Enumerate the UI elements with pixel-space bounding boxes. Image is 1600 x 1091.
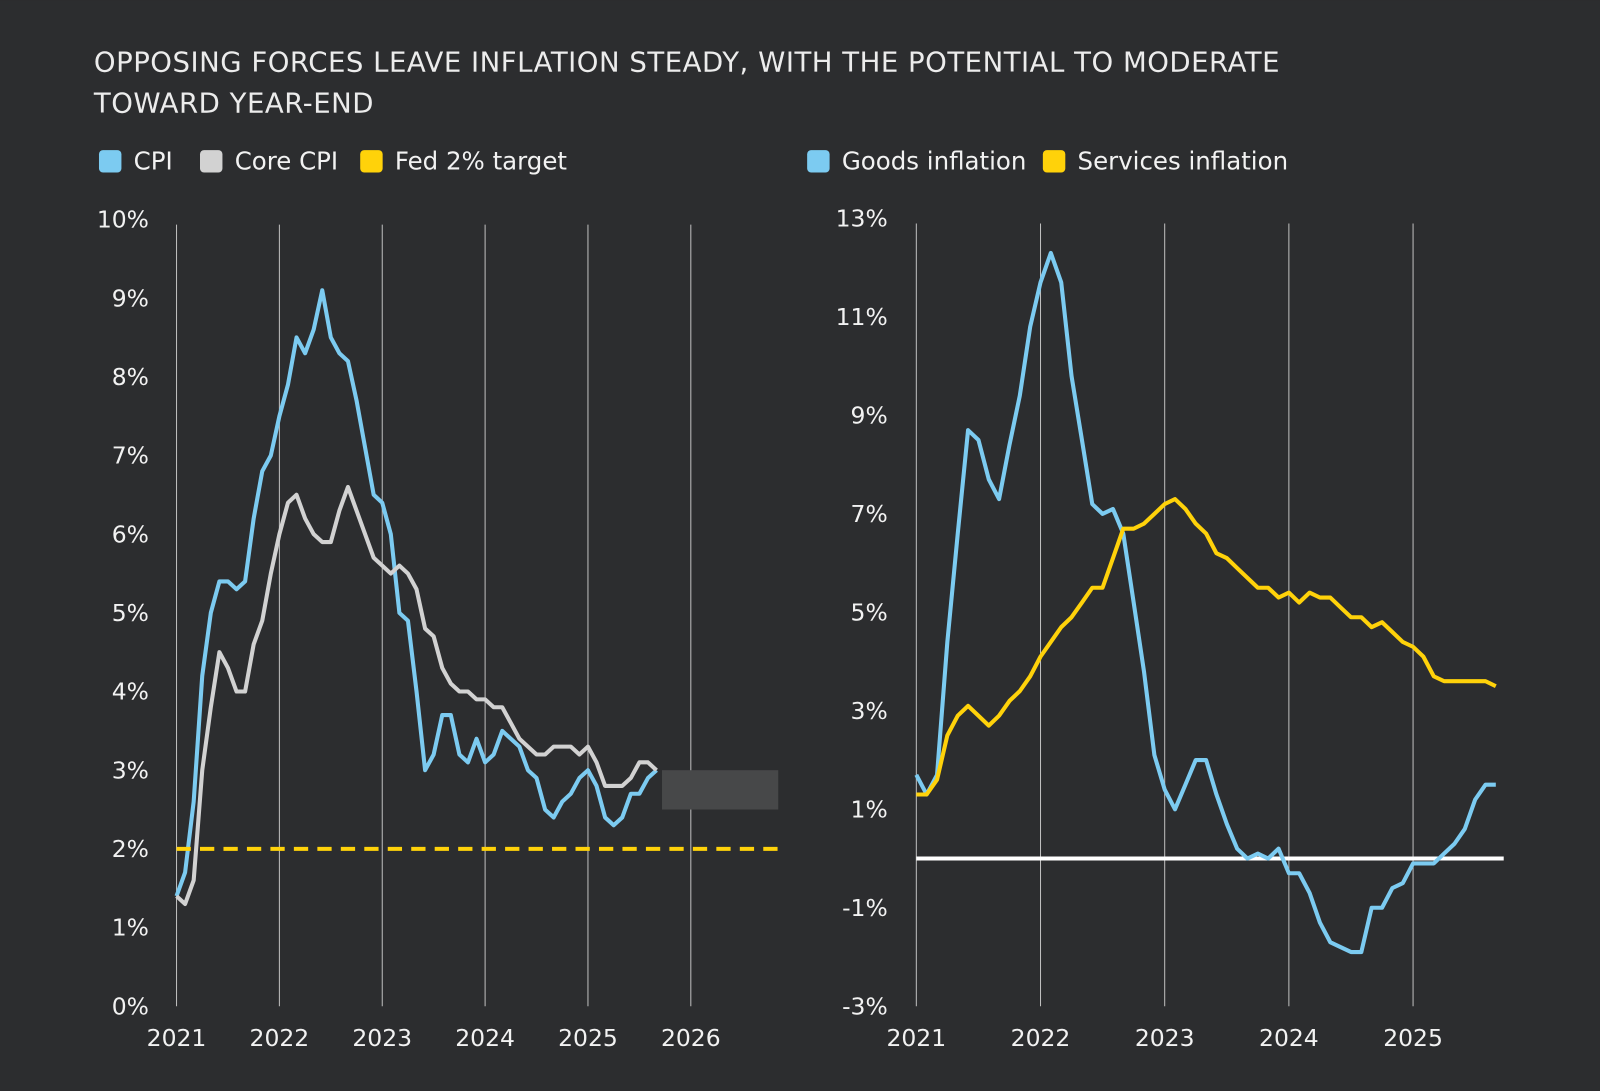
x-tick-label: 2026	[661, 1024, 721, 1052]
series-line-core-cpi	[175, 484, 658, 907]
y-tick-label: 11%	[836, 303, 888, 331]
legend-swatch-services	[1042, 150, 1066, 173]
forecast-shaded-band	[662, 770, 779, 810]
x-tick-label: 2024	[455, 1024, 515, 1052]
x-tick-label: 2025	[558, 1024, 618, 1052]
y-tick-label: 9%	[112, 284, 149, 312]
left-legend: CPI Core CPI Fed 2% target	[98, 146, 567, 175]
series-line-goods-inflation	[914, 250, 1496, 955]
x-tick-label: 2021	[886, 1024, 946, 1052]
y-tick-label: 9%	[851, 402, 888, 430]
y-tick-label: -1%	[842, 894, 888, 922]
y-tick-label: 1%	[112, 914, 149, 942]
x-tick-label: 2023	[1135, 1024, 1195, 1052]
x-tick-label: 2025	[1383, 1024, 1443, 1052]
x-tick-label: 2021	[147, 1024, 207, 1052]
legend-label-goods: Goods inflation	[842, 146, 1027, 175]
y-tick-label: 3%	[112, 756, 149, 784]
y-tick-label: 7%	[851, 500, 888, 528]
legend-label-cpi: CPI	[134, 146, 173, 175]
x-tick-label: 2023	[352, 1024, 412, 1052]
series-line-services-inflation	[916, 497, 1497, 797]
y-tick-label: 10%	[97, 206, 149, 234]
y-tick-label: 3%	[851, 697, 888, 725]
legend-swatch-cpi	[98, 150, 122, 173]
chart-title-line-1: OPPOSING FORCES LEAVE INFLATION STEADY, …	[94, 47, 1280, 79]
x-tick-label: 2022	[250, 1024, 310, 1052]
x-tick-label: 2022	[1011, 1024, 1071, 1052]
y-tick-label: 5%	[851, 599, 888, 627]
y-tick-label: 5%	[112, 599, 149, 627]
legend-swatch-core-cpi	[200, 150, 223, 173]
series-line-cpi	[174, 288, 658, 897]
legend-label-core-cpi: Core CPI	[235, 146, 338, 175]
y-tick-label: -3%	[842, 992, 888, 1020]
y-tick-label: 2%	[112, 835, 149, 863]
legend-label-fed-target: Fed 2% target	[395, 146, 567, 175]
chart-title-line-2: TOWARD YEAR-END	[93, 87, 374, 119]
y-tick-label: 1%	[851, 795, 888, 823]
y-tick-label: 13%	[836, 205, 888, 233]
x-tick-label: 2024	[1259, 1024, 1319, 1052]
y-tick-label: 0%	[112, 992, 149, 1020]
y-tick-label: 4%	[112, 678, 149, 706]
legend-swatch-fed-target	[360, 150, 383, 173]
right-chart-goods-services: -3% -1% 1% 3% 5% 7% 9% 11% 13% 2021 2022 2023 2024 20…	[836, 205, 1504, 1052]
y-tick-label: 6%	[112, 520, 149, 548]
right-legend: Goods inflation Services inflation	[807, 146, 1288, 175]
left-chart-cpi: 0% 1% 2% 3% 4% 5% 6% 7% 8% 9% 10% 2021 2022 2023 2024 2…	[97, 206, 779, 1052]
y-tick-label: 7%	[112, 442, 149, 470]
legend-swatch-goods	[807, 150, 830, 173]
legend-label-services: Services inflation	[1078, 146, 1289, 175]
y-tick-label: 8%	[112, 363, 149, 391]
